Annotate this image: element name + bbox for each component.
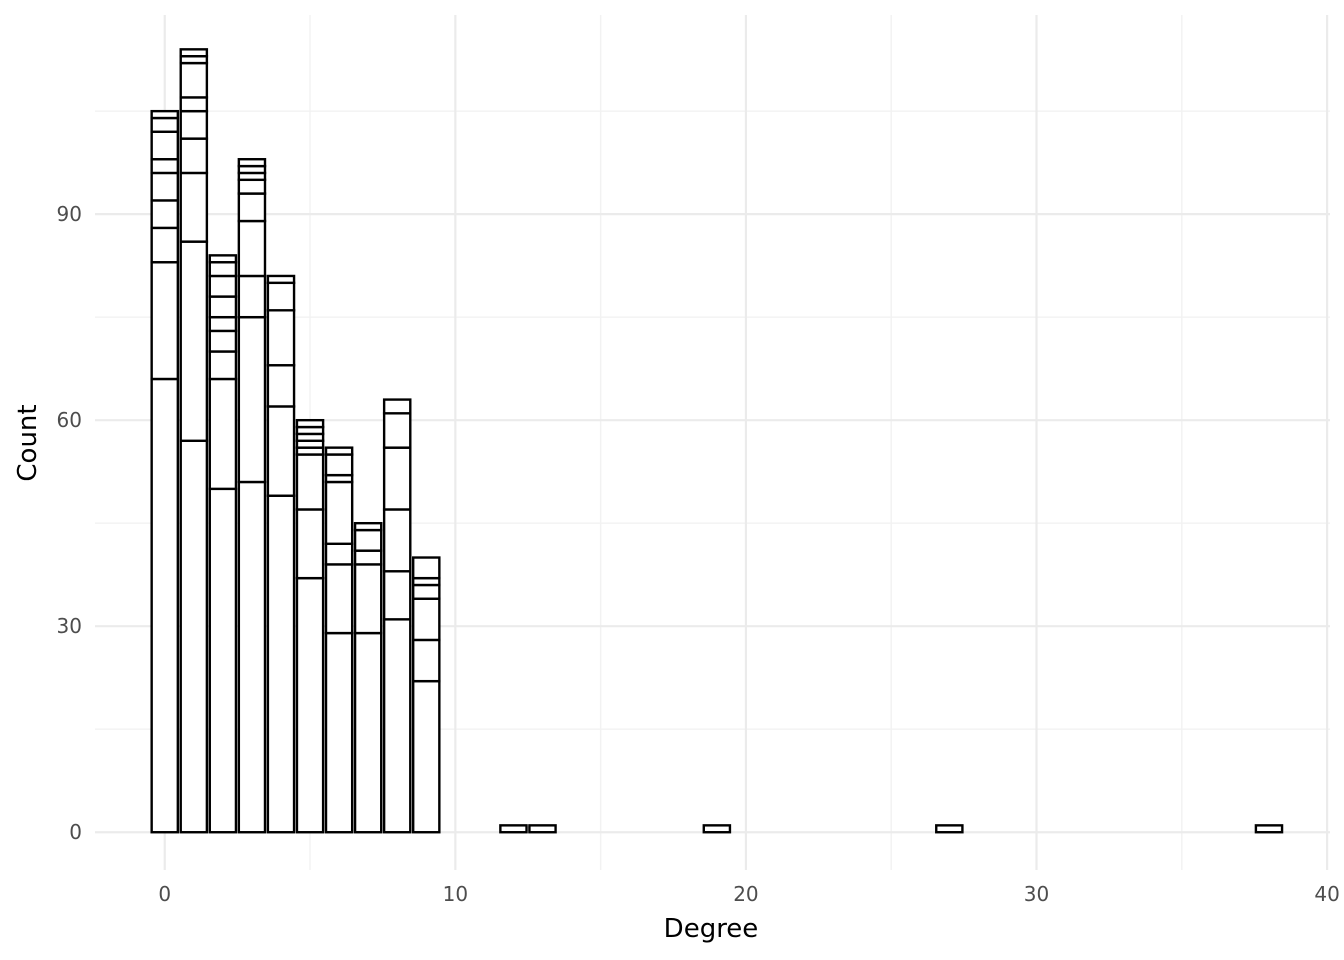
bar-segment: [382, 618, 412, 834]
y-tick-label: 30: [57, 614, 82, 638]
bar-stack: [266, 274, 296, 834]
bar-segment: [237, 315, 267, 484]
bar-segment: [382, 446, 412, 511]
y-axis-title: Count: [13, 404, 43, 481]
bar-segment: [266, 405, 296, 497]
bar-segment: [295, 508, 325, 580]
bar-segment: [353, 631, 383, 834]
bar-stack: [237, 158, 267, 834]
bar-segment: [208, 315, 238, 333]
x-tick-label: 40: [1314, 882, 1339, 906]
bar-stack: [702, 824, 732, 834]
bar-segment: [382, 508, 412, 573]
bar-segment: [353, 549, 383, 566]
bar-stack: [324, 446, 354, 834]
bar-segment: [237, 219, 267, 278]
bar-segment: [528, 824, 557, 834]
bar-stack: [150, 109, 180, 834]
bar-segment: [702, 824, 732, 834]
bar-stack: [935, 824, 964, 834]
bar-segment: [208, 350, 238, 381]
bar-segment: [382, 398, 412, 415]
bar-segment: [179, 137, 209, 175]
bar-segment: [150, 130, 180, 161]
bar-segment: [266, 364, 296, 408]
bar-segment: [208, 377, 238, 491]
y-tick-label: 0: [69, 820, 82, 844]
bar-stack: [528, 824, 557, 834]
y-tick-label: 90: [57, 202, 82, 226]
bar-segment: [237, 192, 267, 223]
bar-segment: [382, 412, 412, 449]
bar-segment: [208, 487, 238, 834]
bar-segment: [179, 171, 209, 243]
y-tick-label: 60: [57, 408, 82, 432]
bar-segment: [150, 116, 180, 133]
bar-segment: [208, 295, 238, 319]
x-axis-title: Degree: [664, 914, 759, 944]
bar-segment: [353, 528, 383, 552]
bar-segment: [150, 199, 180, 230]
bar-segment: [208, 329, 238, 353]
bar-segment: [208, 261, 238, 278]
bar-segment: [208, 274, 238, 298]
bar-segment: [150, 261, 180, 381]
bar-stack: [295, 418, 325, 834]
bar-segment: [295, 418, 325, 429]
bar-stack: [208, 254, 238, 834]
bar-segment: [324, 631, 354, 834]
bar-segment: [179, 109, 209, 140]
bar-segment: [411, 597, 441, 642]
x-tick-label: 10: [443, 882, 468, 906]
bar-segment: [353, 563, 383, 635]
x-tick-label: 0: [158, 882, 171, 906]
tick-labels: 0 10 20 30 40 0 30 60 90: [57, 202, 1340, 906]
bar-segment: [411, 679, 441, 834]
bar-segment: [499, 824, 528, 834]
bar-segment: [150, 377, 180, 834]
bar-stack: [179, 48, 209, 834]
bar-segment: [324, 563, 354, 635]
bar-stack: [382, 398, 412, 834]
bar-segment: [295, 453, 325, 511]
bar-segment: [324, 542, 354, 566]
bar-segment: [324, 446, 354, 456]
bar-segment: [237, 158, 267, 168]
bar-segment: [266, 309, 296, 367]
bar-segment: [295, 576, 325, 834]
bar-stack: [499, 824, 528, 834]
bar-stack: [411, 556, 441, 834]
bar-segment: [382, 570, 412, 621]
bar-segment: [411, 638, 441, 683]
bar-segment: [935, 824, 964, 834]
bar-segment: [179, 48, 209, 58]
bar-stack: [353, 521, 383, 834]
bar-segment: [179, 439, 209, 834]
bar-stack: [1254, 824, 1284, 834]
bar-segment: [150, 171, 180, 202]
bar-segment: [150, 226, 180, 264]
x-tick-label: 30: [1024, 882, 1049, 906]
bar-segment: [353, 521, 383, 532]
bar-segment: [179, 240, 209, 442]
bar-segment: [266, 281, 296, 312]
bar-segment: [150, 109, 180, 120]
bars: [150, 48, 1284, 834]
bar-segment: [324, 480, 354, 545]
bar-segment: [237, 178, 267, 195]
x-tick-label: 20: [733, 882, 758, 906]
bar-segment: [179, 61, 209, 99]
bar-segment: [208, 254, 238, 264]
bar-segment: [150, 158, 180, 175]
bar-segment: [411, 556, 441, 580]
bar-segment: [179, 96, 209, 113]
bar-segment: [237, 274, 267, 319]
bar-segment: [266, 494, 296, 834]
bar-segment: [266, 274, 296, 285]
bar-segment: [411, 583, 441, 600]
bar-segment: [324, 453, 354, 477]
bar-segment: [237, 480, 267, 834]
bar-segment: [1254, 824, 1284, 834]
